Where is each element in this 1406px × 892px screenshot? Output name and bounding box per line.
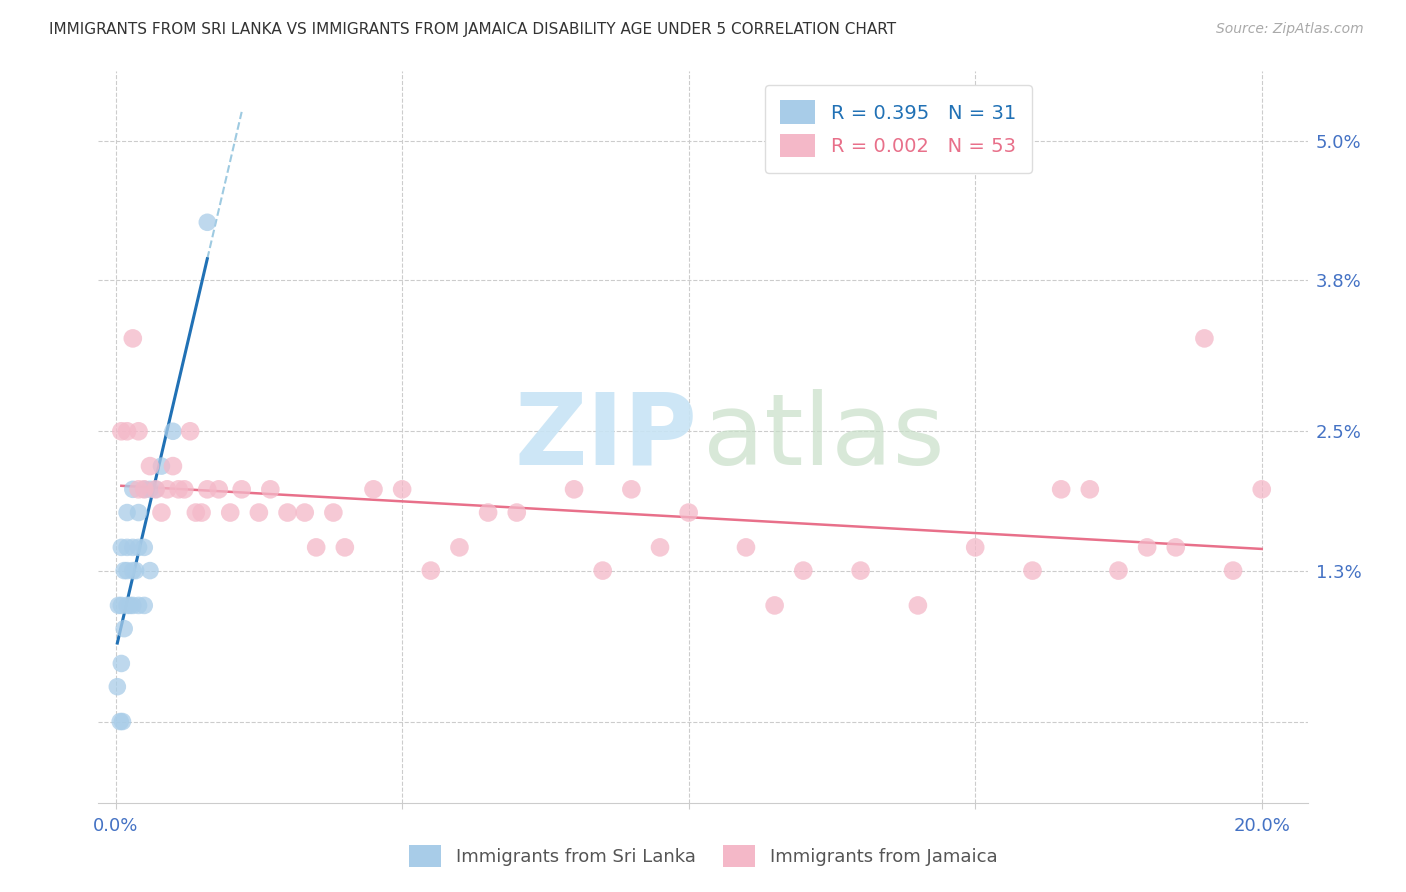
- Point: [115, 506, 138, 520]
- Point: [219, 506, 242, 520]
- Point: [1107, 564, 1129, 578]
- Text: IMMIGRANTS FROM SRI LANKA VS IMMIGRANTS FROM JAMAICA DISABILITY AGE UNDER 5 CORR: IMMIGRANTS FROM SRI LANKA VS IMMIGRANTS …: [49, 22, 897, 37]
- Point: [112, 564, 135, 578]
- Point: [195, 215, 218, 229]
- Point: [592, 564, 614, 578]
- Point: [115, 541, 138, 555]
- Point: [139, 459, 162, 474]
- Point: [184, 506, 207, 520]
- Point: [167, 483, 190, 497]
- Point: [145, 483, 167, 497]
- Point: [145, 483, 167, 497]
- Text: ZIP: ZIP: [515, 389, 697, 485]
- Point: [792, 564, 814, 578]
- Point: [419, 564, 441, 578]
- Point: [333, 541, 356, 555]
- Point: [849, 564, 872, 578]
- Point: [1078, 483, 1101, 497]
- Point: [305, 541, 328, 555]
- Point: [162, 459, 184, 474]
- Point: [134, 483, 156, 497]
- Point: [195, 483, 218, 497]
- Point: [110, 657, 132, 671]
- Point: [162, 424, 184, 438]
- Point: [128, 506, 150, 520]
- Point: [1021, 564, 1043, 578]
- Point: [121, 564, 143, 578]
- Point: [322, 506, 344, 520]
- Point: [110, 424, 132, 438]
- Point: [1222, 564, 1244, 578]
- Point: [134, 599, 156, 613]
- Point: [477, 506, 499, 520]
- Point: [110, 599, 132, 613]
- Point: [1250, 483, 1272, 497]
- Point: [121, 483, 143, 497]
- Point: [107, 599, 129, 613]
- Point: [115, 599, 138, 613]
- Point: [179, 424, 201, 438]
- Point: [648, 541, 671, 555]
- Point: [173, 483, 195, 497]
- Point: [134, 541, 156, 555]
- Legend: Immigrants from Sri Lanka, Immigrants from Jamaica: Immigrants from Sri Lanka, Immigrants fr…: [402, 838, 1004, 874]
- Point: [391, 483, 413, 497]
- Point: [139, 483, 162, 497]
- Point: [115, 424, 138, 438]
- Point: [110, 541, 132, 555]
- Point: [259, 483, 281, 497]
- Point: [118, 599, 141, 613]
- Point: [128, 541, 150, 555]
- Point: [105, 680, 128, 694]
- Point: [121, 541, 143, 555]
- Text: atlas: atlas: [703, 389, 945, 485]
- Point: [112, 622, 135, 636]
- Point: [156, 483, 179, 497]
- Point: [150, 506, 173, 520]
- Point: [231, 483, 253, 497]
- Point: [111, 714, 134, 729]
- Point: [128, 424, 150, 438]
- Point: [121, 599, 143, 613]
- Point: [277, 506, 299, 520]
- Point: [1136, 541, 1159, 555]
- Point: [115, 564, 138, 578]
- Point: [562, 483, 585, 497]
- Point: [449, 541, 471, 555]
- Point: [108, 714, 131, 729]
- Legend: R = 0.395   N = 31, R = 0.002   N = 53: R = 0.395 N = 31, R = 0.002 N = 53: [765, 85, 1032, 173]
- Point: [363, 483, 385, 497]
- Point: [247, 506, 270, 520]
- Point: [506, 506, 529, 520]
- Point: [907, 599, 929, 613]
- Point: [1050, 483, 1073, 497]
- Point: [678, 506, 700, 520]
- Point: [208, 483, 231, 497]
- Point: [128, 599, 150, 613]
- Point: [124, 564, 146, 578]
- Point: [150, 459, 173, 474]
- Point: [763, 599, 786, 613]
- Point: [121, 331, 143, 345]
- Point: [134, 483, 156, 497]
- Point: [1194, 331, 1216, 345]
- Point: [294, 506, 316, 520]
- Point: [190, 506, 212, 520]
- Point: [128, 483, 150, 497]
- Point: [965, 541, 987, 555]
- Point: [139, 564, 162, 578]
- Point: [1164, 541, 1187, 555]
- Point: [735, 541, 758, 555]
- Point: [620, 483, 643, 497]
- Text: Source: ZipAtlas.com: Source: ZipAtlas.com: [1216, 22, 1364, 37]
